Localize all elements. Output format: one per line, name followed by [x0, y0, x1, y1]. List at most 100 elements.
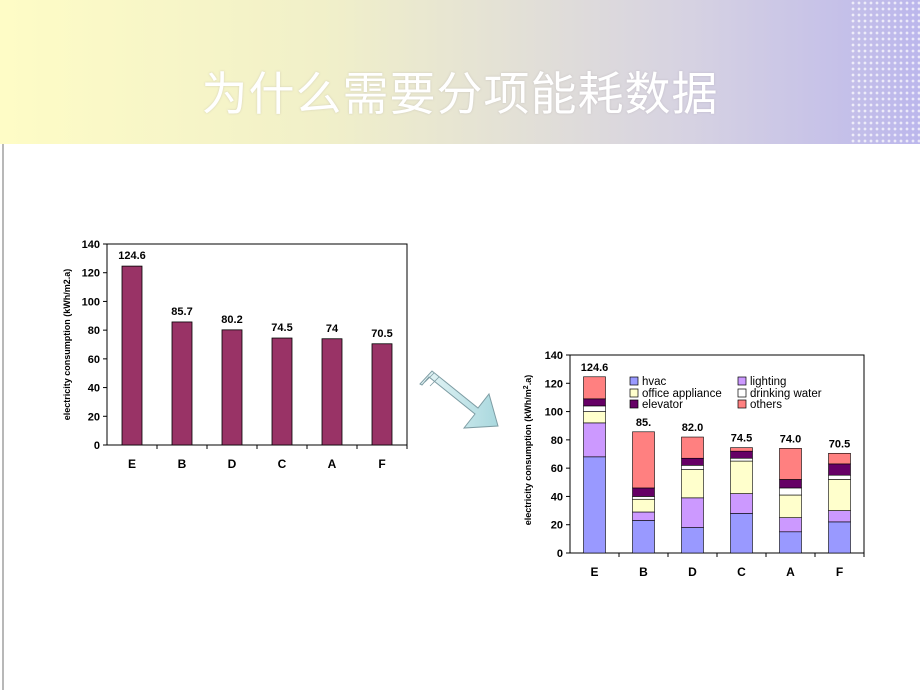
- x-tick-label: C: [737, 565, 746, 579]
- legend-label: elevator: [642, 399, 683, 411]
- data-label: 74: [326, 323, 339, 335]
- legend-label: drinking water: [750, 388, 822, 400]
- x-tick-label: D: [228, 457, 237, 471]
- bar: [271, 337, 293, 446]
- x-tick-label: A: [328, 457, 337, 471]
- bar-segment-elevator: [583, 398, 606, 407]
- plot-area: [569, 354, 865, 554]
- bar-segment-hvac: [583, 456, 606, 554]
- y-tick-label: 100: [545, 407, 563, 419]
- data-label: 80.2: [221, 314, 242, 326]
- bar-segment-hvac: [828, 521, 851, 554]
- x-tick-label: C: [278, 457, 287, 471]
- bar-segment-drinking-water: [632, 496, 655, 500]
- bar-segment-lighting: [828, 510, 851, 523]
- y-tick-label: 100: [82, 296, 100, 308]
- y-axis-label: electricity consumption (kWh/m2.a): [62, 269, 72, 421]
- x-tick-label: F: [836, 565, 843, 579]
- bar-segment-elevator: [828, 463, 851, 476]
- bar-segment-lighting: [730, 493, 753, 514]
- bar-segment-office-appliance: [583, 411, 606, 424]
- legend-swatch: [629, 399, 639, 409]
- legend-swatch: [737, 388, 747, 398]
- slide-title: 为什么需要分项能耗数据: [201, 67, 719, 121]
- total-label: 82.0: [682, 422, 703, 434]
- title-banner: [0, 0, 920, 144]
- legend-label: office appliance: [642, 388, 722, 400]
- bar-segment-others: [583, 376, 606, 400]
- y-tick-label: 40: [88, 383, 100, 395]
- legend-swatch: [629, 376, 639, 386]
- bar-segment-elevator: [779, 479, 802, 489]
- legend-label: hvac: [642, 376, 667, 388]
- plot-area: [106, 243, 408, 446]
- bar-segment-lighting: [681, 497, 704, 528]
- bar: [171, 321, 193, 446]
- bar-segment-drinking-water: [583, 405, 606, 412]
- bar: [221, 329, 243, 446]
- y-tick-label: 120: [545, 378, 563, 390]
- total-label: 124.6: [581, 362, 609, 374]
- bar-segment-elevator: [681, 457, 704, 466]
- bar-segment-drinking-water: [779, 487, 802, 496]
- total-label: 74.5: [731, 433, 752, 445]
- bar-segment-hvac: [632, 520, 655, 554]
- y-tick-label: 0: [557, 548, 563, 560]
- y-tick-label: 60: [88, 354, 100, 366]
- bar-segment-lighting: [583, 422, 606, 458]
- bar-segment-lighting: [779, 517, 802, 533]
- dot-pattern: [850, 0, 920, 144]
- bar-segment-office-appliance: [681, 469, 704, 499]
- bar-segment-others: [681, 436, 704, 459]
- y-tick-label: 20: [551, 520, 563, 532]
- y-tick-label: 80: [551, 435, 563, 447]
- x-tick-label: B: [178, 457, 187, 471]
- total-label: 85.: [636, 417, 651, 429]
- x-tick-label: A: [786, 565, 795, 579]
- bar-segment-elevator: [632, 487, 655, 497]
- data-label: 74.5: [271, 322, 292, 334]
- right-arrow-icon: [419, 370, 499, 429]
- bar-segment-others: [730, 447, 753, 452]
- x-tick-label: F: [378, 457, 385, 471]
- chart-itemized-consumption: 0 20 40 60 80 100 120 140 E B D C A F 124.6 85. 82.0 74.5…: [523, 350, 865, 579]
- legend-swatch: [737, 376, 747, 386]
- bar: [321, 338, 343, 446]
- data-label: 70.5: [371, 328, 392, 340]
- bar-segment-hvac: [681, 527, 704, 554]
- bar-segment-office-appliance: [828, 479, 851, 511]
- y-tick-label: 140: [545, 350, 563, 362]
- y-tick-label: 140: [82, 239, 100, 251]
- y-tick-label: 120: [82, 268, 100, 280]
- x-tick-label: B: [639, 565, 648, 579]
- data-label: 85.7: [171, 306, 192, 318]
- bar-segment-hvac: [779, 531, 802, 554]
- bar: [371, 343, 393, 446]
- bar: [121, 265, 143, 446]
- bar-segment-drinking-water: [828, 474, 851, 480]
- legend-swatch: [629, 388, 639, 398]
- x-tick-label: E: [128, 457, 136, 471]
- y-axis-label: electricity consumption (kWh/m2.a): [523, 375, 533, 525]
- bar-segment-others: [828, 452, 851, 465]
- bar-segment-drinking-water: [681, 465, 704, 470]
- bar-segment-others: [779, 448, 802, 480]
- x-tick-label: E: [590, 565, 598, 579]
- total-label: 74.0: [780, 433, 801, 445]
- bar-segment-hvac: [730, 513, 753, 554]
- legend-label: lighting: [750, 376, 786, 388]
- legend-swatch: [737, 399, 747, 409]
- bar-segment-elevator: [730, 450, 753, 459]
- chart-total-consumption: 0 20 40 60 80 100 120 140 E B D C A F 124.6 85.7 80.2 74.…: [62, 239, 408, 471]
- y-tick-label: 80: [88, 325, 100, 337]
- y-tick-label: 60: [551, 463, 563, 475]
- bar-segment-drinking-water: [730, 457, 753, 462]
- bar-segment-others: [632, 431, 655, 489]
- y-tick-label: 0: [94, 440, 100, 452]
- bar-segment-office-appliance: [730, 460, 753, 494]
- x-tick-label: D: [688, 565, 697, 579]
- data-label: 124.6: [118, 250, 146, 262]
- y-tick-label: 20: [88, 411, 100, 423]
- left-border-line: [2, 144, 4, 690]
